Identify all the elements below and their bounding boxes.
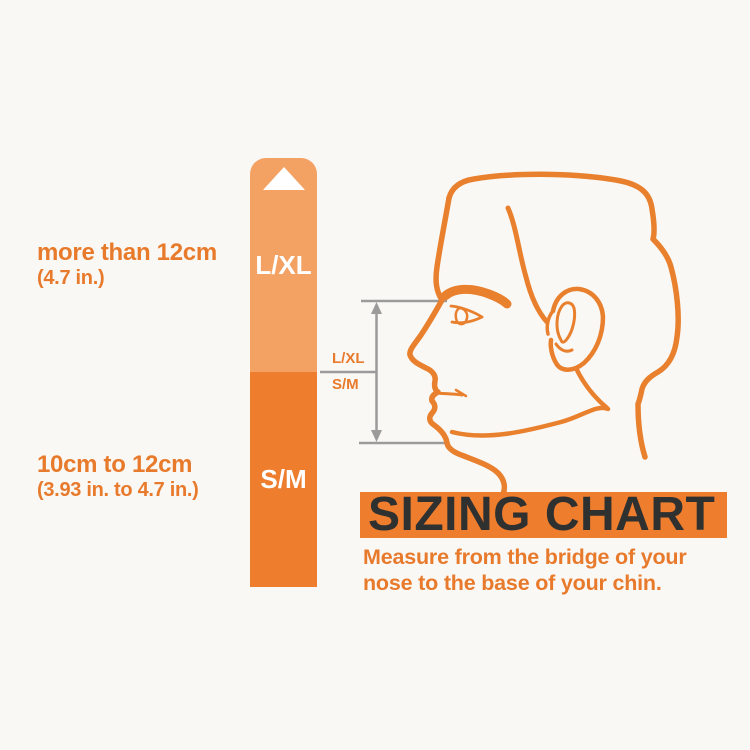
measurement-arrow	[320, 299, 448, 445]
range-small-text: 10cm to 12cm	[37, 451, 193, 478]
size-bar-sm-label: S/M	[260, 464, 307, 494]
range-label-small: 10cm to 12cm (3.93 in. to 4.7 in.)	[37, 451, 199, 502]
face-front-path	[407, 195, 508, 497]
face-profile	[407, 171, 681, 497]
jawline-path	[449, 405, 611, 438]
hair-outline-path	[446, 171, 681, 460]
triangle-up-icon	[262, 167, 305, 190]
eye-upper-lid-path	[449, 304, 484, 319]
ear-inner-path	[555, 301, 577, 344]
arrowhead-up-icon	[371, 302, 382, 314]
eyebrow-path	[440, 284, 512, 309]
size-bar: L/XL S/M	[250, 158, 317, 587]
page-title: SIZING CHART	[368, 488, 716, 541]
size-bar-sm-section: S/M	[250, 372, 317, 587]
ear-inner-lower-path	[554, 342, 574, 353]
instruction-line-1: Measure from the bridge of your	[363, 545, 687, 569]
mouth-line-path	[435, 391, 464, 397]
ear-to-nape-path	[573, 365, 610, 411]
range-large-inches: (4.7 in.)	[37, 267, 105, 289]
size-bar-lxl-section: L/XL	[250, 158, 317, 372]
title-banner: SIZING CHART	[360, 488, 727, 541]
ear-outer-path	[548, 286, 606, 372]
arrowhead-down-icon	[371, 430, 382, 442]
instruction-text: Measure from the bridge of your nose to …	[363, 544, 687, 596]
size-bar-lxl-label: L/XL	[255, 249, 312, 280]
measurement-lower-label: S/M	[332, 376, 359, 393]
hair-fringe-path	[505, 205, 550, 325]
ear-tragus-path	[545, 309, 555, 336]
range-large-text: more than 12cm	[37, 239, 217, 266]
range-small-inches: (3.93 in. to 4.7 in.)	[37, 479, 199, 501]
instruction-line-2: nose to the base of your chin.	[363, 571, 662, 595]
range-label-large: more than 12cm (4.7 in.)	[37, 239, 217, 290]
measurement-upper-label: L/XL	[332, 350, 365, 367]
iris-path	[454, 306, 469, 326]
mouth-corner-path	[454, 388, 468, 398]
